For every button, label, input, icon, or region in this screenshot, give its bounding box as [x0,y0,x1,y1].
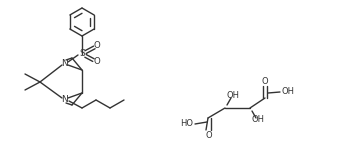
Text: OH: OH [282,87,295,97]
Text: N: N [61,96,67,104]
Text: O: O [94,41,100,51]
Text: O: O [94,58,100,66]
Text: O: O [262,76,268,86]
Text: OH: OH [252,116,264,125]
Text: O: O [206,131,212,139]
Text: N: N [61,58,67,68]
Text: OH: OH [227,92,239,100]
Text: HO: HO [180,120,193,128]
Text: S: S [79,50,85,58]
